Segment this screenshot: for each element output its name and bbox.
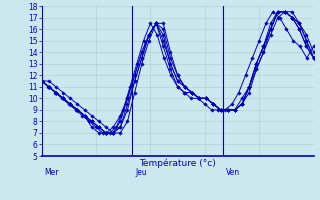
Text: Ven: Ven xyxy=(226,168,240,177)
Text: Jeu: Jeu xyxy=(135,168,147,177)
Text: Mer: Mer xyxy=(44,168,59,177)
X-axis label: Température (°c): Température (°c) xyxy=(139,159,216,168)
